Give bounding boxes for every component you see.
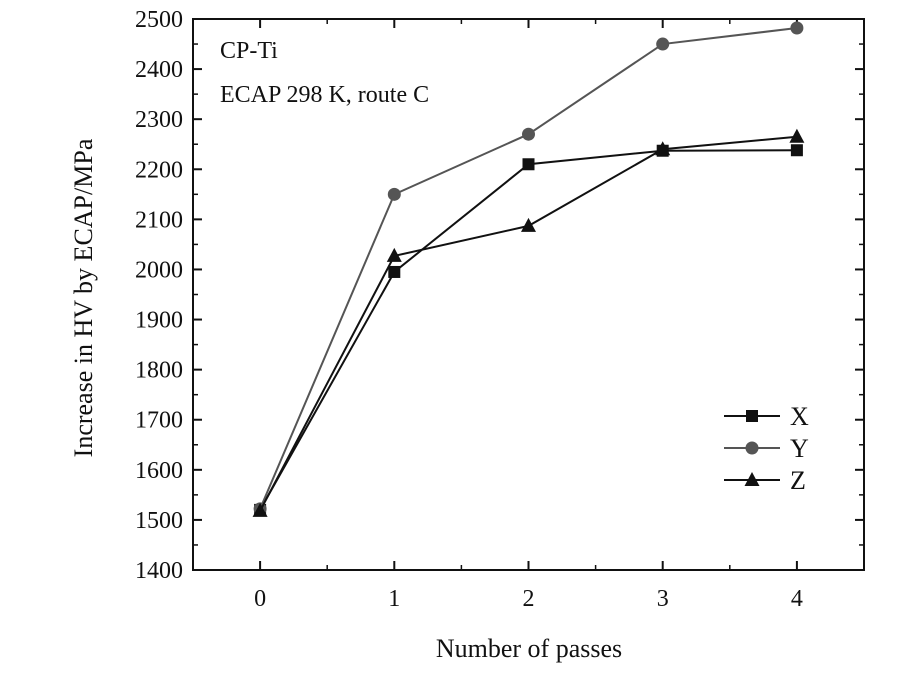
- series-layer: [252, 21, 805, 517]
- data-point-z: [521, 217, 536, 232]
- y-tick-label: 2400: [135, 57, 183, 83]
- axes: 1400 1500 1600 1700 1800 1900 2000 2100 2200 2300…: [135, 7, 865, 612]
- y-tick-label: 2200: [135, 157, 183, 183]
- data-point-x: [790, 144, 803, 157]
- x-tick-label: 3: [657, 586, 669, 612]
- data-point-z: [386, 247, 402, 262]
- legend-item-z: Z: [724, 466, 806, 495]
- x-axis-title: Number of passes: [436, 634, 622, 663]
- legend-swatch-marker: [745, 441, 759, 455]
- data-point-y: [387, 187, 401, 201]
- legend: XYZ: [724, 402, 809, 495]
- y-tick-label: 1400: [135, 558, 183, 584]
- x-tick-label: 4: [791, 586, 803, 612]
- y-tick-label: 2500: [135, 7, 183, 33]
- x-tick-label: 2: [523, 586, 535, 612]
- data-point-x: [522, 158, 535, 171]
- legend-label: Z: [790, 466, 806, 495]
- data-point-x: [388, 265, 401, 278]
- data-point-z: [655, 141, 671, 156]
- series-line-z: [259, 135, 797, 512]
- y-tick-label: 1600: [135, 458, 183, 484]
- legend-item-y: Y: [724, 434, 809, 463]
- y-tick-label: 1700: [135, 408, 183, 434]
- chart-text: CP-Ti ECAP 298 K, route C Number of pass…: [69, 38, 622, 663]
- x-tick-label: 1: [388, 586, 400, 612]
- x-tick-label: 0: [254, 586, 266, 612]
- y-tick-label: 1900: [135, 308, 183, 334]
- legend-item-x: X: [724, 402, 809, 431]
- legend-label: Y: [790, 434, 809, 463]
- y-axis-title: Increase in HV by ECAP/MPa: [69, 138, 98, 457]
- y-tick-label: 2000: [135, 257, 183, 283]
- legend-swatch-marker: [744, 472, 760, 486]
- data-point-y: [656, 37, 670, 51]
- legend-label: X: [790, 402, 809, 431]
- series-z: [252, 128, 805, 517]
- data-point-z: [789, 128, 805, 143]
- series-line-x: [259, 149, 797, 511]
- legend-swatch-marker: [746, 410, 758, 422]
- data-point-y: [790, 21, 804, 35]
- annotation-material: CP-Ti: [220, 38, 278, 64]
- y-tick-label: 1800: [135, 358, 183, 384]
- y-tick-label: 2100: [135, 207, 183, 233]
- y-tick-label: 1500: [135, 508, 183, 534]
- y-tick-label: 2300: [135, 107, 183, 133]
- data-point-z: [252, 502, 268, 517]
- data-point-y: [522, 127, 535, 141]
- annotation-process: ECAP 298 K, route C: [220, 82, 429, 108]
